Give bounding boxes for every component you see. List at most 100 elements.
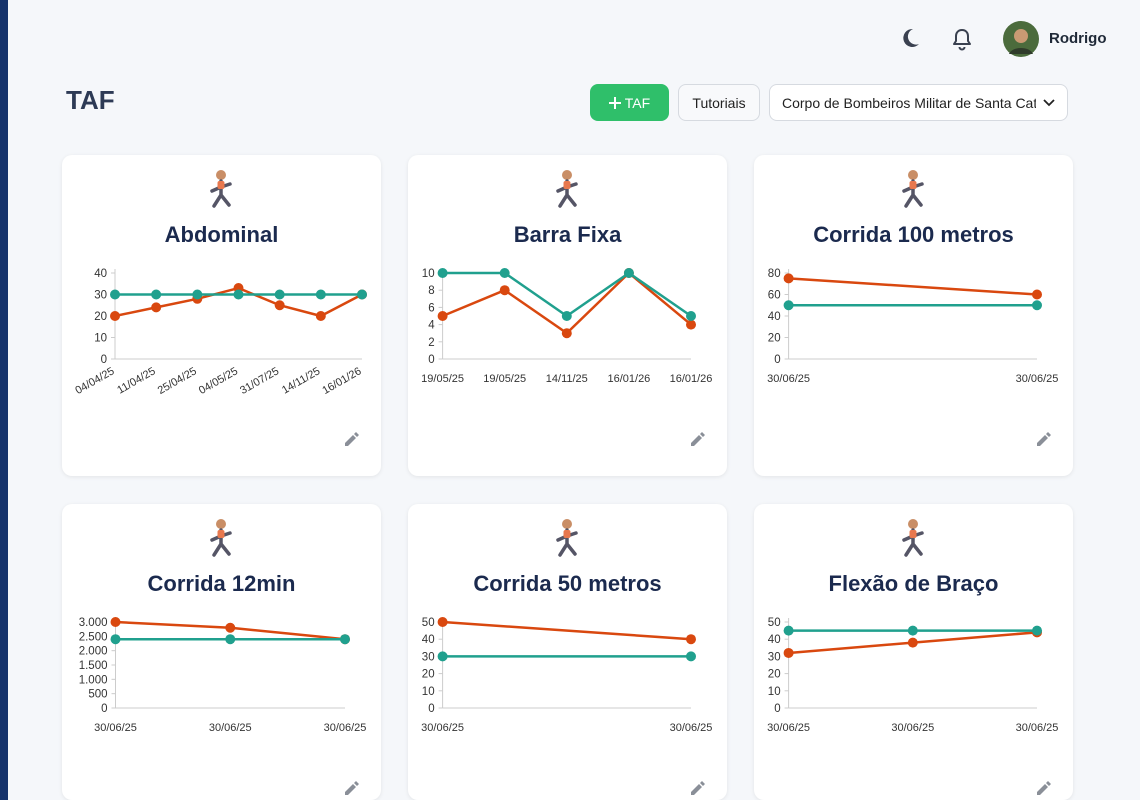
edit-button[interactable] [1037, 432, 1051, 446]
y-tick-label: 40 [422, 634, 435, 646]
y-tick-label: 0 [774, 703, 780, 715]
y-tick-label: 2.500 [79, 631, 108, 643]
edit-icon [345, 781, 359, 795]
data-point [907, 637, 918, 648]
x-tick-label: 30/06/25 [767, 373, 810, 385]
data-point [110, 617, 121, 627]
x-tick-label: 30/06/25 [767, 722, 810, 734]
chart-title: Barra Fixa [514, 222, 622, 247]
y-tick-label: 3.000 [79, 617, 108, 629]
icon-shirt [563, 181, 571, 189]
icon-shirt [909, 530, 917, 538]
y-tick-label: 20 [94, 311, 107, 323]
y-tick-label: 30 [422, 651, 435, 663]
chart: Barra Fixa 0 2 4 6 8 10 19/05/25 19/05/25 14/11/2… [421, 170, 713, 446]
data-point [315, 289, 326, 300]
data-point [783, 300, 794, 311]
x-tick-label: 30/06/25 [209, 722, 252, 734]
user-name[interactable]: Rodrigo [1049, 30, 1107, 47]
x-tick-label: 31/07/25 [238, 365, 281, 397]
data-point [907, 625, 918, 636]
x-tick-label: 16/01/26 [670, 373, 713, 385]
y-tick-label: 10 [94, 333, 107, 345]
y-tick-label: 4 [428, 320, 435, 332]
data-point [686, 319, 696, 330]
edit-icon [1037, 432, 1051, 446]
plus-icon [608, 96, 621, 109]
chart: Corrida 50 metros 0 10 20 30 40 50 30/06/25 30/0… [421, 519, 713, 795]
y-tick-label: 50 [768, 617, 781, 629]
icon-head [562, 170, 572, 180]
chart-title: Corrida 50 metros [473, 571, 661, 596]
page-title: TAF [66, 85, 115, 115]
y-tick-label: 2.000 [79, 646, 108, 658]
y-tick-label: 1.500 [79, 660, 108, 672]
data-point [623, 268, 634, 278]
y-tick-label: 6 [428, 302, 434, 314]
chart-title: Corrida 12min [148, 571, 296, 596]
data-point [437, 311, 448, 321]
data-point [233, 289, 244, 300]
data-point [686, 311, 696, 321]
data-point [437, 617, 448, 627]
y-tick-label: 0 [101, 354, 107, 366]
data-point [151, 289, 162, 300]
y-tick-label: 10 [768, 686, 781, 698]
x-tick-label: 30/06/25 [421, 722, 464, 734]
x-tick-label: 30/06/25 [1016, 373, 1059, 385]
edit-icon [691, 781, 705, 795]
data-point [783, 625, 794, 636]
exercise-icon [556, 170, 578, 208]
theme-toggle[interactable] [898, 26, 922, 50]
y-tick-label: 10 [422, 686, 435, 698]
tutorials-button[interactable]: Tutoriais [678, 84, 760, 121]
notifications[interactable] [951, 27, 973, 51]
y-tick-label: 0 [101, 703, 107, 715]
y-tick-label: 10 [422, 268, 435, 280]
chart-title: Corrida 100 metros [813, 222, 1014, 247]
chart-card: Abdominal 0 10 20 30 40 04/04/25 11/04/25 25/04/… [62, 155, 381, 476]
chevron [1043, 99, 1055, 107]
x-tick-label: 16/01/26 [607, 373, 650, 385]
series-line [442, 620, 692, 641]
chart-card: Corrida 12min 0 500 1.000 1.500 2.000 2.500 3.0… [62, 504, 381, 800]
data-point [274, 300, 285, 311]
y-tick-label: 40 [768, 311, 781, 323]
icon-shirt [909, 181, 917, 189]
exercise-icon [210, 170, 232, 208]
edit-button[interactable] [691, 781, 705, 795]
edit-button[interactable] [345, 432, 359, 446]
x-tick-label: 30/06/25 [670, 722, 713, 734]
y-tick-label: 20 [422, 669, 435, 681]
x-tick-label: 14/11/25 [546, 373, 588, 385]
x-tick-label: 04/04/25 [73, 365, 116, 397]
data-point [561, 311, 572, 321]
y-tick-label: 500 [88, 689, 107, 701]
x-tick-label: 04/05/25 [197, 365, 240, 397]
data-point [192, 289, 203, 300]
y-tick-label: 30 [768, 651, 781, 663]
data-point [225, 622, 236, 633]
x-tick-label: 11/04/25 [115, 365, 157, 396]
series-line [442, 271, 692, 335]
y-tick-label: 0 [428, 354, 434, 366]
y-tick-label: 20 [768, 669, 781, 681]
icon-head [562, 519, 572, 529]
x-tick-label: 30/06/25 [891, 722, 934, 734]
avatar[interactable] [1003, 21, 1039, 57]
organization-select[interactable]: Corpo de Bombeiros Militar de Santa Cata… [769, 84, 1068, 121]
add-button[interactable]: TAF [590, 84, 669, 121]
edit-button[interactable] [1037, 781, 1051, 795]
x-tick-label: 25/04/25 [156, 365, 199, 397]
x-tick-label: 14/11/25 [280, 365, 322, 396]
y-tick-label: 80 [768, 268, 781, 280]
add-button-label: TAF [624, 94, 651, 111]
data-point [561, 328, 572, 339]
x-tick-label: 19/05/25 [483, 373, 526, 385]
edit-icon [1037, 781, 1051, 795]
edit-button[interactable] [691, 432, 705, 446]
data-point [357, 289, 367, 300]
icon-head [908, 519, 918, 529]
chart-card: Corrida 100 metros 0 20 40 60 80 30/06/25 30/06… [754, 155, 1073, 476]
edit-button[interactable] [345, 781, 359, 795]
